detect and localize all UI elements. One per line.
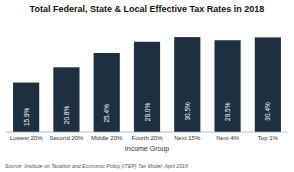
tick-label: Fourth 20%	[131, 135, 163, 141]
data-label: 29.5%	[224, 102, 231, 121]
tick-label: Lowest 20%	[10, 135, 43, 141]
chart: Total Federal, State & Local Effective T…	[0, 0, 294, 172]
bar	[94, 53, 120, 132]
data-label: 20.8%	[63, 106, 70, 125]
bar	[53, 67, 79, 132]
x-axis-label: Income Group	[125, 145, 169, 153]
bar	[13, 83, 39, 132]
title: Total Federal, State & Local Effective T…	[30, 4, 265, 14]
tick-label: Second 20%	[49, 135, 84, 141]
bar	[214, 40, 240, 132]
data-label: 30.5%	[184, 102, 191, 121]
tick-label: Next 4%	[216, 135, 239, 141]
data-label: 30.4%	[264, 102, 271, 121]
data-label: 15.9%	[23, 107, 30, 126]
tick-label: Next 15%	[174, 135, 201, 141]
source-note: Source: Institute on Taxation and Econom…	[5, 163, 188, 169]
tick-label: Middle 20%	[91, 135, 123, 141]
bar	[134, 42, 160, 132]
bar	[255, 37, 281, 132]
bar	[174, 37, 200, 132]
data-label: 25.4%	[103, 104, 110, 123]
x-axis	[6, 132, 288, 133]
bars	[13, 37, 281, 132]
data-label: 29.0%	[144, 103, 151, 122]
data-labels: 15.9% 20.8% 25.4% 29.0% 30.5% 29.5% 30.4%	[23, 102, 272, 126]
tick-label: Top 1%	[258, 135, 279, 141]
